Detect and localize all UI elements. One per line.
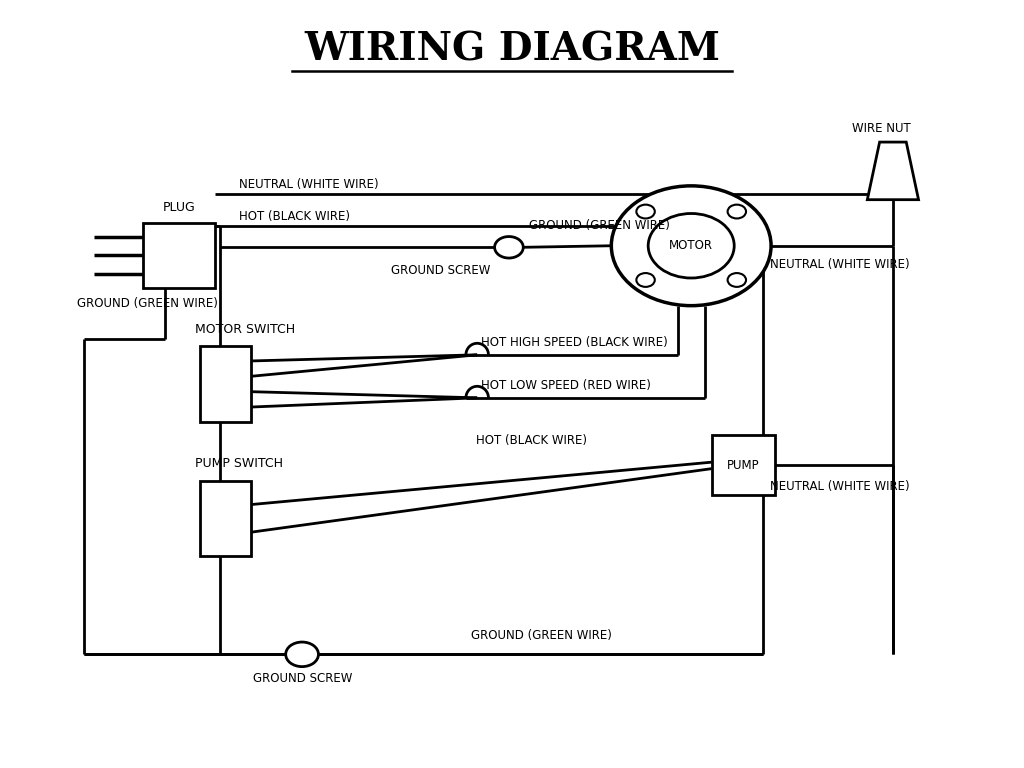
Bar [712, 435, 775, 495]
Circle shape [728, 273, 746, 287]
Text: HOT (BLACK WIRE): HOT (BLACK WIRE) [239, 210, 349, 223]
Circle shape [636, 273, 654, 287]
Circle shape [611, 186, 771, 306]
Bar [143, 223, 215, 288]
Circle shape [648, 214, 734, 278]
Text: HOT LOW SPEED (RED WIRE): HOT LOW SPEED (RED WIRE) [481, 379, 651, 392]
Text: NEUTRAL (WHITE WIRE): NEUTRAL (WHITE WIRE) [770, 481, 909, 493]
Bar [200, 346, 251, 422]
Text: MOTOR SWITCH: MOTOR SWITCH [195, 323, 295, 336]
Text: HOT (BLACK WIRE): HOT (BLACK WIRE) [476, 434, 587, 447]
Text: PUMP SWITCH: PUMP SWITCH [195, 458, 283, 470]
Circle shape [728, 204, 746, 218]
Text: GROUND SCREW: GROUND SCREW [391, 264, 490, 276]
Circle shape [286, 642, 318, 667]
Circle shape [495, 237, 523, 258]
Polygon shape [867, 142, 919, 200]
Text: WIRE NUT: WIRE NUT [852, 122, 910, 134]
Text: GROUND (GREEN WIRE): GROUND (GREEN WIRE) [471, 630, 612, 642]
Text: GROUND (GREEN WIRE): GROUND (GREEN WIRE) [529, 220, 671, 232]
Text: PLUG: PLUG [163, 200, 196, 214]
Text: NEUTRAL (WHITE WIRE): NEUTRAL (WHITE WIRE) [239, 178, 378, 190]
Text: WIRING DIAGRAM: WIRING DIAGRAM [304, 31, 720, 69]
Text: GROUND SCREW: GROUND SCREW [253, 673, 352, 685]
Text: HOT HIGH SPEED (BLACK WIRE): HOT HIGH SPEED (BLACK WIRE) [481, 336, 668, 349]
Text: NEUTRAL (WHITE WIRE): NEUTRAL (WHITE WIRE) [770, 259, 909, 271]
Bar [200, 481, 251, 556]
Text: MOTOR: MOTOR [670, 240, 713, 252]
Text: PUMP: PUMP [727, 459, 760, 472]
Circle shape [636, 204, 654, 218]
Text: GROUND (GREEN WIRE): GROUND (GREEN WIRE) [77, 297, 218, 310]
